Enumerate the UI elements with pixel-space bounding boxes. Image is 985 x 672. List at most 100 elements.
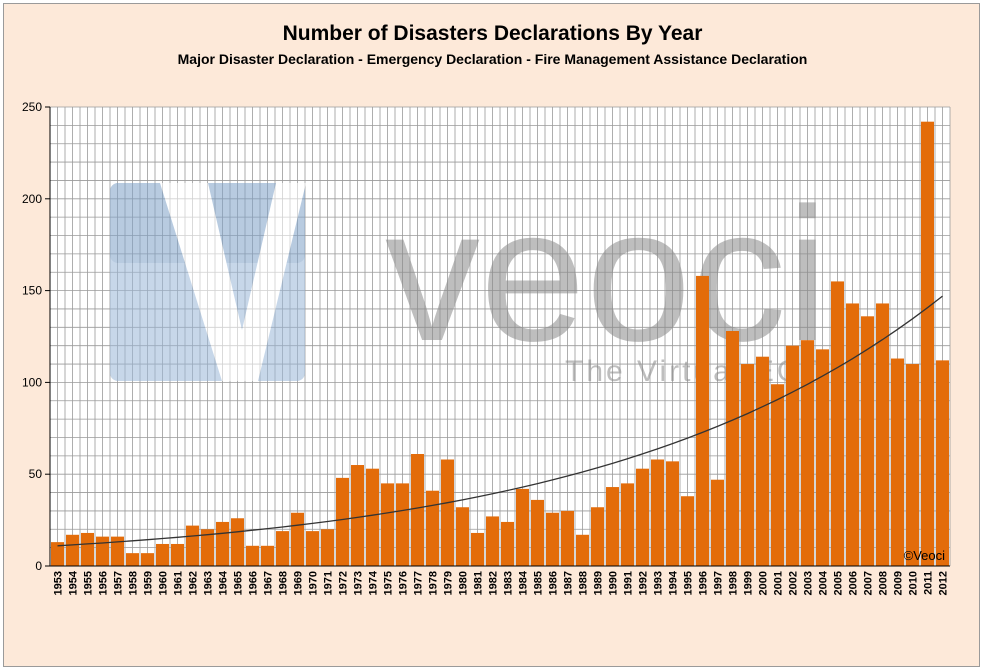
x-tick-label: 1989	[593, 571, 605, 595]
x-tick-label: 1993	[653, 571, 665, 595]
bar-2003	[801, 340, 814, 566]
bar-1973	[351, 465, 364, 566]
bar-1957	[111, 536, 124, 566]
x-tick-label: 2000	[758, 571, 770, 595]
x-tick-label: 1999	[743, 571, 755, 595]
bar-2002	[786, 345, 799, 566]
x-tick-label: 1967	[263, 571, 275, 595]
chart-title: Number of Disasters Declarations By Year	[282, 22, 703, 45]
x-tick-label: 1968	[278, 571, 290, 595]
x-tick-label: 1960	[158, 571, 170, 595]
y-tick-label: 200	[22, 192, 42, 206]
x-tick-label: 1965	[233, 571, 245, 595]
bar-1997	[711, 479, 724, 566]
x-tick-label: 1955	[83, 571, 95, 595]
bar-1956	[96, 536, 109, 566]
bar-2005	[831, 281, 844, 566]
x-tick-label: 2007	[863, 571, 875, 595]
bar-2000	[756, 356, 769, 566]
x-tick-label: 1992	[638, 571, 650, 595]
x-tick-label: 1988	[578, 571, 590, 595]
x-tick-label: 1969	[293, 571, 305, 595]
x-tick-label: 1990	[608, 571, 620, 595]
x-tick-label: 1963	[203, 571, 215, 595]
bar-1992	[636, 468, 649, 566]
bar-1975	[381, 483, 394, 566]
bar-1986	[546, 512, 559, 566]
bar-1993	[651, 459, 664, 566]
bar-1969	[291, 512, 304, 566]
bar-2012	[936, 360, 949, 566]
x-tick-label: 2001	[773, 571, 785, 595]
x-tick-label: 1953	[53, 571, 65, 595]
x-tick-label: 2009	[893, 571, 905, 595]
bar-1990	[606, 487, 619, 566]
bar-1988	[576, 534, 589, 566]
x-tick-label: 1986	[548, 571, 560, 595]
bar-1971	[321, 529, 334, 566]
x-tick-label: 1957	[113, 571, 125, 595]
x-tick-label: 1979	[443, 571, 455, 595]
bar-1954	[66, 534, 79, 566]
x-tick-label: 1964	[218, 570, 230, 595]
bar-1963	[201, 529, 214, 566]
x-tick-label: 2003	[803, 571, 815, 595]
y-tick-labels: 0 50 100 150 200 250	[22, 100, 50, 573]
y-tick-label: 100	[22, 375, 42, 389]
bar-1985	[531, 499, 544, 566]
x-tick-label: 1983	[503, 571, 515, 595]
bar-2011	[921, 121, 934, 567]
x-tick-label: 1978	[428, 571, 440, 595]
x-tick-label: 1977	[413, 571, 425, 595]
bar-2006	[846, 303, 859, 566]
bar-1982	[486, 516, 499, 566]
x-tick-label: 1975	[383, 571, 395, 595]
x-tick-label: 1980	[458, 571, 470, 595]
x-tick-label: 2011	[923, 571, 935, 595]
x-tick-label: 1971	[323, 571, 335, 595]
y-tick-label: 250	[22, 100, 42, 114]
bar-1991	[621, 483, 634, 566]
x-tick-label: 2012	[938, 571, 950, 595]
y-tick-label: 50	[29, 467, 43, 481]
x-tick-label: 1961	[173, 571, 185, 595]
bar-2007	[861, 316, 874, 566]
x-tick-label: 1996	[698, 571, 710, 595]
bar-1978	[426, 490, 439, 566]
x-tick-label: 1959	[143, 571, 155, 595]
chart-subtitle: Major Disaster Declaration - Emergency D…	[177, 51, 808, 67]
bar-2004	[816, 349, 829, 566]
x-tick-label: 2004	[818, 570, 830, 595]
x-tick-label: 1954	[68, 570, 80, 595]
x-tick-label: 2002	[788, 571, 800, 595]
x-tick-label: 1958	[128, 571, 140, 595]
x-tick-labels: 1953 1954 1955 1956 1957 1958 1959 1960 1961 1962…	[53, 570, 950, 595]
x-tick-label: 1998	[728, 571, 740, 595]
bar-2010	[906, 364, 919, 566]
x-tick-label: 2008	[878, 571, 890, 595]
bar-1994	[666, 461, 679, 566]
bar-1984	[516, 488, 529, 566]
bar-1998	[726, 330, 739, 566]
bar-2009	[891, 358, 904, 566]
x-tick-label: 1997	[713, 571, 725, 595]
bar-1977	[411, 454, 424, 566]
trendline	[57, 295, 943, 547]
bar-1968	[276, 531, 289, 566]
credit-label: ©Veoci	[904, 548, 945, 563]
x-tick-label: 1974	[368, 570, 380, 595]
bar-1970	[306, 531, 319, 566]
x-tick-label: 1987	[563, 571, 575, 595]
y-tick-label: 0	[35, 559, 42, 573]
bar-1958	[126, 553, 139, 566]
x-tick-label: 1982	[488, 571, 500, 595]
bar-1981	[471, 532, 484, 566]
bar-1961	[171, 543, 184, 566]
x-tick-label: 1966	[248, 571, 260, 595]
x-tick-label: 2010	[908, 571, 920, 595]
bar-1996	[696, 275, 709, 566]
bar-1955	[81, 532, 94, 566]
bar-1966	[246, 545, 259, 566]
bar-1965	[231, 518, 244, 566]
x-tick-label: 1991	[623, 571, 635, 595]
